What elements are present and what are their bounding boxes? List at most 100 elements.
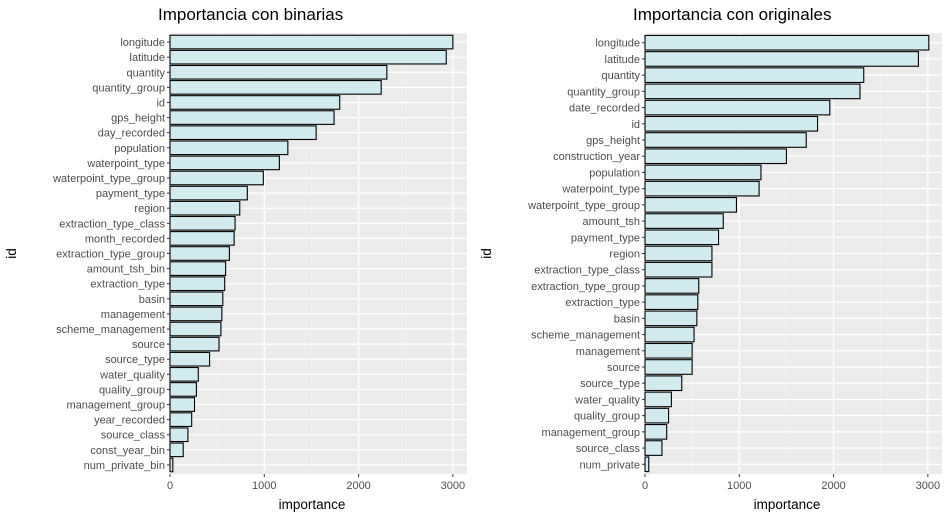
y-tick-label: amount_tsh_bin [87,264,165,276]
bar-source [644,359,693,375]
y-tick-label: amount_tsh [583,216,640,228]
y-tick-label: num_private_bin [84,460,165,472]
bar-gps_height [644,132,807,148]
y-tick-label: basin [614,313,640,325]
y-tick-label: basin [139,294,165,306]
y-tick-label: source_type [105,354,165,366]
bar-region [169,200,241,216]
bar-quantity [169,64,388,80]
bar-region [644,245,713,262]
bar-longitude [644,34,930,51]
bar-month_recorded [169,231,235,246]
bar-extraction_type_group [644,278,700,294]
y-tick-label: management [576,346,640,358]
bar-extraction_type_class [644,261,713,278]
bar-construction_year [644,148,787,165]
bar-id [169,95,341,110]
y-tick-label: quantity_group [567,86,640,98]
y-tick-label: source [607,362,640,374]
x-tick-label: 2000 [346,480,370,492]
y-axis-title: id [4,248,19,259]
y-tick-label: management [101,309,165,321]
bar-payment_type [169,185,248,201]
bar-quality_group [169,382,197,397]
bar-extraction_type_group [169,246,230,261]
y-tick-label: extraction_type [90,279,165,291]
bar-latitude [169,49,447,65]
x-tick-label: 3000 [916,480,940,492]
bar-management [169,306,223,322]
bar-management_group [169,397,196,412]
y-tick-label: id [631,119,640,131]
x-tick-label: 2000 [821,480,845,492]
bar-id [644,115,819,132]
y-tick-label: scheme_management [531,330,640,342]
chart-title: Importancia con binarias [158,5,343,24]
bar-num_private_bin [169,457,174,473]
y-tick-label: water_quality [574,394,640,406]
y-tick-label: extraction_type_class [59,218,165,230]
y-tick-label: quality_group [574,411,640,423]
y-tick-label: extraction_type_group [56,249,165,261]
y-tick-label: month_recorded [85,233,165,245]
bar-source_type [644,375,683,392]
bar-management [644,342,693,359]
y-tick-label: source_type [580,378,640,390]
y-tick-label: gps_height [111,113,165,125]
bar-basin [169,291,224,307]
y-tick-label: water_quality [99,369,165,381]
bar-population [169,140,289,156]
y-tick-label: payment_type [96,188,165,200]
y-tick-label: payment_type [571,232,640,244]
y-tick-label: latitude [605,54,640,66]
bar-waterpoint_type [169,155,280,171]
y-tick-label: year_recorded [94,415,165,427]
y-tick-label: extraction_type_group [531,281,640,293]
y-tick-label: region [609,249,640,261]
bar-day_recorded [169,125,317,141]
y-tick-label: quality_group [99,384,165,396]
bar-water_quality [169,366,199,382]
bar-basin [644,310,698,327]
y-tick-label: const_year_bin [90,445,165,457]
bar-scheme_management [169,321,222,337]
bar-population [644,164,762,181]
bar-amount_tsh [644,213,724,229]
bar-amount_tsh_bin [169,261,227,276]
y-tick-label: extraction_type_class [534,265,640,277]
y-tick-label: latitude [130,52,165,64]
bar-waterpoint_type_group [169,170,264,186]
bar-date_recorded [644,99,831,116]
y-tick-label: waterpoint_type_group [527,200,640,212]
bar-longitude [169,34,454,50]
x-axis-title: importance [279,497,346,512]
bar-payment_type [644,229,720,246]
bar-extraction_type [169,276,226,292]
bar-management_group [644,423,668,440]
y-tick-label: source_class [576,443,641,455]
x-tick-label: 3000 [441,480,465,492]
bar-water_quality [644,391,672,408]
bar-quantity_group [169,80,382,95]
chart-title: Importancia con originales [633,5,831,24]
y-tick-label: num_private [579,459,640,471]
x-tick-label: 1000 [252,480,276,492]
bar-waterpoint_type_group [644,197,738,213]
y-tick-label: quantity [126,67,165,79]
y-tick-label: scheme_management [56,324,165,336]
y-tick-label: construction_year [553,151,640,163]
bar-source_type [169,351,211,367]
y-tick-label: source_class [101,430,166,442]
y-tick-label: extraction_type [565,297,640,309]
y-tick-label: population [589,167,640,179]
bar-source_class [644,440,663,456]
chart-panel-binarias: Importancia con binarias longitude latitud… [4,5,467,512]
bar-scheme_management [644,326,695,343]
bar-quality_group [644,407,670,424]
bar-extraction_type [644,294,699,310]
bar-extraction_type_class [169,215,236,231]
y-tick-label: waterpoint_type [561,184,640,196]
x-axis-title: importance [754,497,821,512]
bar-gps_height [169,110,335,125]
bar-year_recorded [169,412,193,427]
